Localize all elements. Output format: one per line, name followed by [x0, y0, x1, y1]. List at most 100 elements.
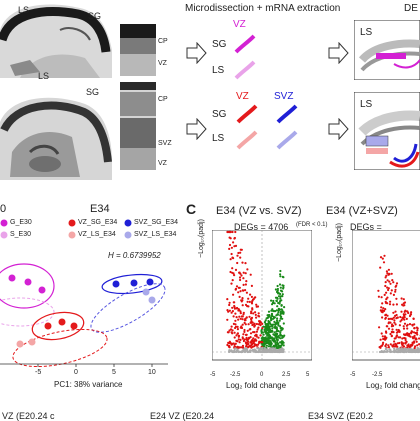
- pca-point: [131, 280, 138, 287]
- volcano-point: [276, 330, 278, 332]
- volcano-point: [242, 304, 244, 306]
- volcano-point: [242, 333, 244, 335]
- volcano-point: [256, 323, 258, 325]
- volcano-point: [236, 255, 238, 257]
- volcano-point: [243, 340, 245, 342]
- volcano-point: [279, 283, 281, 285]
- volcano-point: [407, 312, 409, 314]
- tube2-ls-label: LS: [212, 134, 224, 144]
- volcano-point: [261, 323, 263, 325]
- volcano-point: [379, 267, 381, 269]
- volcano-point: [269, 343, 271, 345]
- volcano-point: [277, 285, 279, 287]
- volcano-point: [381, 332, 383, 334]
- volcano-point: [255, 304, 257, 306]
- volcano-point: [274, 302, 276, 304]
- volcano-point: [241, 300, 243, 302]
- ellipse-e30: [0, 264, 54, 308]
- volcano-point: [231, 307, 233, 309]
- volcano1-xtick: -5: [210, 372, 215, 378]
- volcano-point: [234, 231, 236, 233]
- volcano-point: [392, 351, 394, 353]
- pca-legend-left-2: S_E30: [10, 231, 31, 238]
- volcano1-xtick: 0: [260, 372, 263, 378]
- volcano-point: [385, 298, 387, 300]
- volcano-point: [406, 318, 408, 320]
- volcano-point: [406, 348, 408, 350]
- volcano-point: [416, 351, 418, 353]
- volcano-point: [404, 337, 406, 339]
- volcano-point: [274, 349, 276, 351]
- volcano-point: [234, 347, 236, 349]
- volcano-point: [257, 315, 259, 317]
- volcano-point: [255, 351, 257, 353]
- volcano-point: [386, 350, 388, 352]
- volcano-point: [245, 272, 247, 274]
- volcano-point: [247, 339, 249, 341]
- volcano-point: [266, 350, 268, 352]
- volcano-point: [388, 287, 390, 289]
- volcano-point: [279, 309, 281, 311]
- volcano-point: [251, 340, 253, 342]
- volcano-point: [417, 327, 419, 329]
- arrow-right-icon: [328, 42, 350, 64]
- volcano-point: [387, 274, 389, 276]
- volcano-point: [395, 285, 397, 287]
- tube1-sg-label: SG: [212, 40, 226, 50]
- volcano-point: [381, 302, 383, 304]
- volcano-point: [393, 340, 395, 342]
- volcano-point: [278, 351, 280, 353]
- volcano-point: [283, 342, 285, 344]
- volcano-point: [384, 308, 386, 310]
- volcano-point: [228, 349, 230, 351]
- volcano-point: [279, 333, 281, 335]
- volcano-point: [231, 231, 233, 233]
- tube2-sg-label: SG: [212, 110, 226, 120]
- volcano-point: [406, 350, 408, 352]
- volcano-point: [250, 312, 252, 314]
- volcano-point: [273, 321, 275, 323]
- volcano-point: [247, 301, 249, 303]
- volcano-point: [417, 349, 419, 351]
- volcano-point: [234, 237, 236, 239]
- volcano-point: [406, 327, 408, 329]
- volcano-point: [280, 311, 282, 313]
- volcano-point: [380, 306, 382, 308]
- volcano-point: [239, 296, 241, 298]
- volcano-point: [388, 269, 390, 271]
- volcano-point: [242, 336, 244, 338]
- volcano-point: [279, 297, 281, 299]
- volcano-point: [391, 323, 393, 325]
- volcano-point: [410, 313, 412, 315]
- volcano-point: [276, 346, 278, 348]
- volcano-point: [383, 350, 385, 352]
- volcano-point: [268, 311, 270, 313]
- volcano-point: [238, 316, 240, 318]
- volcano-point: [266, 345, 268, 347]
- volcano-point: [402, 342, 404, 344]
- volcano-point: [259, 320, 261, 322]
- volcano-point: [232, 272, 234, 274]
- strip1-vz-label: VZ: [158, 60, 167, 67]
- volcano-point: [399, 324, 401, 326]
- volcano-point: [238, 308, 240, 310]
- volcano-point: [226, 298, 228, 300]
- volcano-point: [399, 351, 401, 353]
- volcano-point: [273, 345, 275, 347]
- volcano-point: [243, 272, 245, 274]
- volcano-point: [231, 257, 233, 259]
- volcano1-title: E34 (VZ vs. SVZ): [216, 206, 302, 217]
- volcano-point: [283, 306, 285, 308]
- volcano-point: [384, 285, 386, 287]
- volcano-point: [239, 279, 241, 281]
- volcano-point: [274, 331, 276, 333]
- volcano-point: [258, 312, 260, 314]
- volcano-point: [385, 281, 387, 283]
- volcano-point: [242, 318, 244, 320]
- volcano-point: [242, 315, 244, 317]
- volcano-point: [275, 343, 277, 345]
- volcano-point: [267, 314, 269, 316]
- volcano-point: [245, 280, 247, 282]
- pca-point: [147, 279, 154, 286]
- pca-plot: [0, 246, 180, 386]
